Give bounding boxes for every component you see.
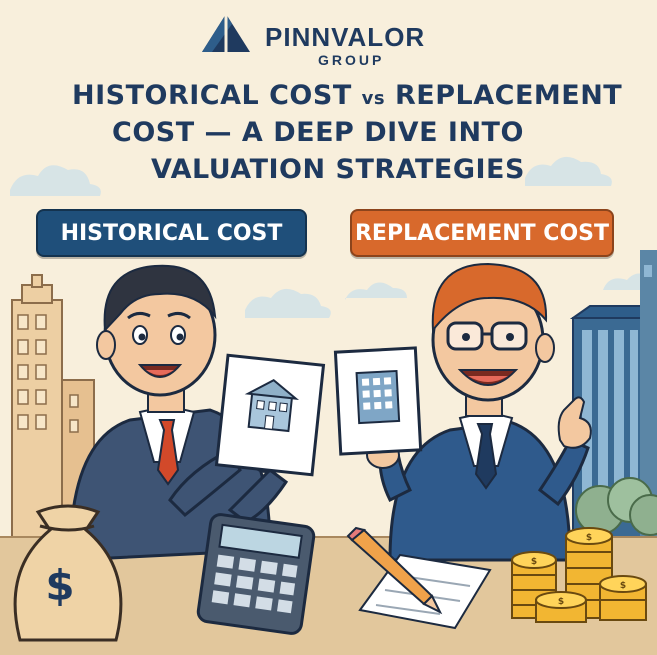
coin-stack-icon: $ $ $ $ [511,527,647,623]
cloud-icon [10,165,101,196]
cloud-icon [245,288,331,318]
brand-subtitle: GROUP [318,52,385,68]
tree-icon [575,477,657,536]
pencil-icon [346,526,443,615]
replacement-cost-label: REPLACEMENT COST [350,209,614,257]
dollar-sign-icon: $ [45,561,74,610]
svg-text:$: $ [531,557,537,567]
title-line-1: HISTORICAL COST vs REPLACEMENT [72,80,622,111]
title-line-1-b: REPLACEMENT [385,80,623,111]
money-bag-icon [13,504,123,642]
title-line-1-a: HISTORICAL COST [72,80,362,111]
brand-name: PINNVALOR [265,22,426,52]
svg-text:$: $ [558,597,564,607]
title-line-2: COST — A DEEP DIVE INTO [112,117,524,148]
property-card-left [214,353,326,477]
calculator-icon [196,513,316,635]
mountain-logo-icon [202,14,250,52]
historical-cost-label: HISTORICAL COST [36,209,307,257]
svg-text:$: $ [586,533,592,543]
cloud-icon [525,156,612,186]
property-card-right [333,346,423,456]
title-vs: vs [361,88,386,109]
svg-text:$: $ [620,581,626,591]
replacement-cost-character [366,262,592,562]
cloud-icon [345,282,407,300]
title-line-3: VALUATION STRATEGIES [151,154,525,185]
